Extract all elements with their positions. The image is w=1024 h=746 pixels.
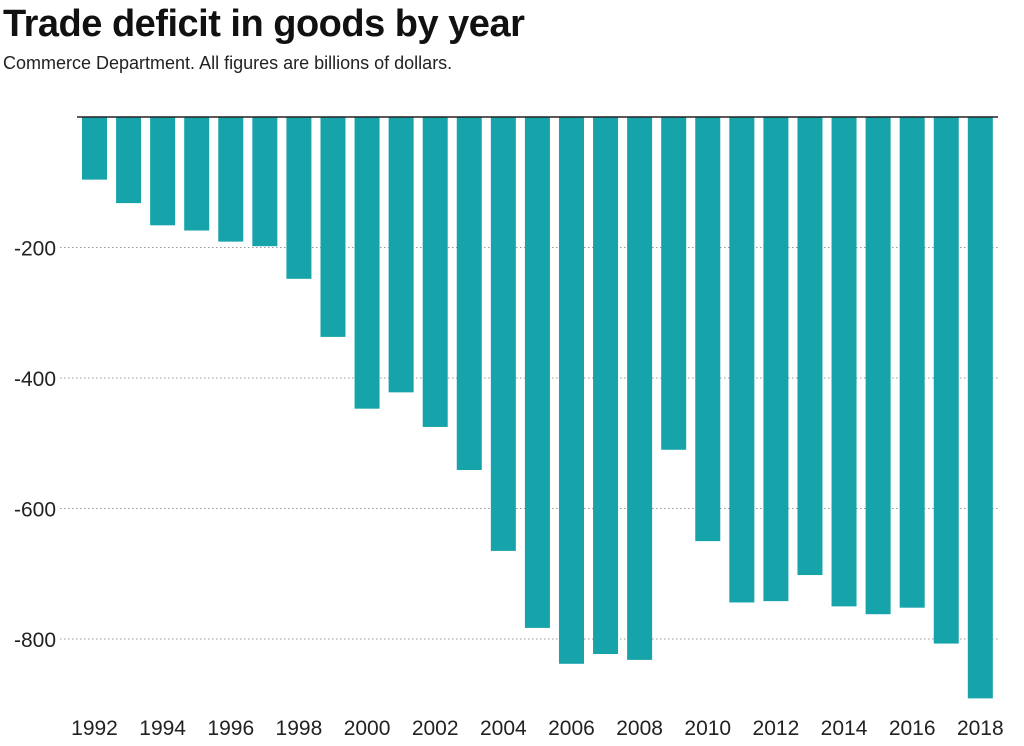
x-axis-ticks: 1992 1994 1996 1998 2000 2002 2004 2006 2008 2010… — [71, 717, 1004, 740]
bar-1994 — [150, 117, 176, 226]
y-tick-label: -800 — [14, 629, 56, 652]
bar-2013 — [797, 117, 823, 576]
x-tick-label: 2000 — [344, 717, 391, 740]
bar-2000 — [354, 117, 380, 409]
bar-2001 — [388, 117, 414, 393]
x-tick-label: 1998 — [276, 717, 323, 740]
x-tick-label: 1996 — [207, 717, 254, 740]
bar-2008 — [627, 117, 653, 660]
bar-1992 — [82, 117, 107, 180]
bar-1998 — [286, 117, 312, 279]
x-tick-label: 1992 — [71, 717, 118, 740]
chart-subtitle: Commerce Department. All figures are bil… — [3, 53, 453, 73]
x-tick-label: 1994 — [139, 717, 186, 740]
bar-1997 — [252, 117, 278, 247]
bar-2002 — [422, 117, 448, 427]
bar-2003 — [456, 117, 482, 470]
x-tick-label: 2002 — [412, 717, 459, 740]
y-tick-label: -400 — [14, 368, 56, 391]
y-tick-label: -600 — [14, 499, 56, 522]
x-tick-label: 2008 — [616, 717, 663, 740]
bar-1995 — [184, 117, 210, 231]
y-tick-label: -200 — [14, 238, 56, 261]
bar-2012 — [763, 117, 789, 602]
bar-1999 — [320, 117, 346, 337]
bar-2018 — [967, 117, 993, 699]
bar-2011 — [729, 117, 755, 603]
x-tick-label: 2010 — [684, 717, 731, 740]
x-tick-label: 2014 — [821, 717, 868, 740]
bar-2009 — [661, 117, 687, 450]
bar-2010 — [695, 117, 721, 542]
x-tick-label: 2018 — [957, 717, 1004, 740]
x-tick-label: 2016 — [889, 717, 936, 740]
bar-2017 — [933, 117, 959, 644]
bar-2014 — [831, 117, 857, 607]
gridlines — [60, 247, 1000, 640]
x-tick-label: 2006 — [548, 717, 595, 740]
chart-title: Trade deficit in goods by year — [3, 3, 525, 45]
x-tick-label: 2012 — [753, 717, 800, 740]
bars — [82, 117, 993, 699]
bar-1996 — [218, 117, 244, 242]
bar-2007 — [593, 117, 619, 655]
bar-2006 — [558, 117, 584, 664]
bar-2005 — [524, 117, 550, 628]
bar-2004 — [490, 117, 516, 551]
bar-2016 — [899, 117, 925, 608]
x-tick-label: 2004 — [480, 717, 527, 740]
bar-2015 — [865, 117, 891, 615]
y-axis-ticks: -200 -400 -600 -800 — [14, 238, 56, 653]
bar-1993 — [116, 117, 142, 204]
